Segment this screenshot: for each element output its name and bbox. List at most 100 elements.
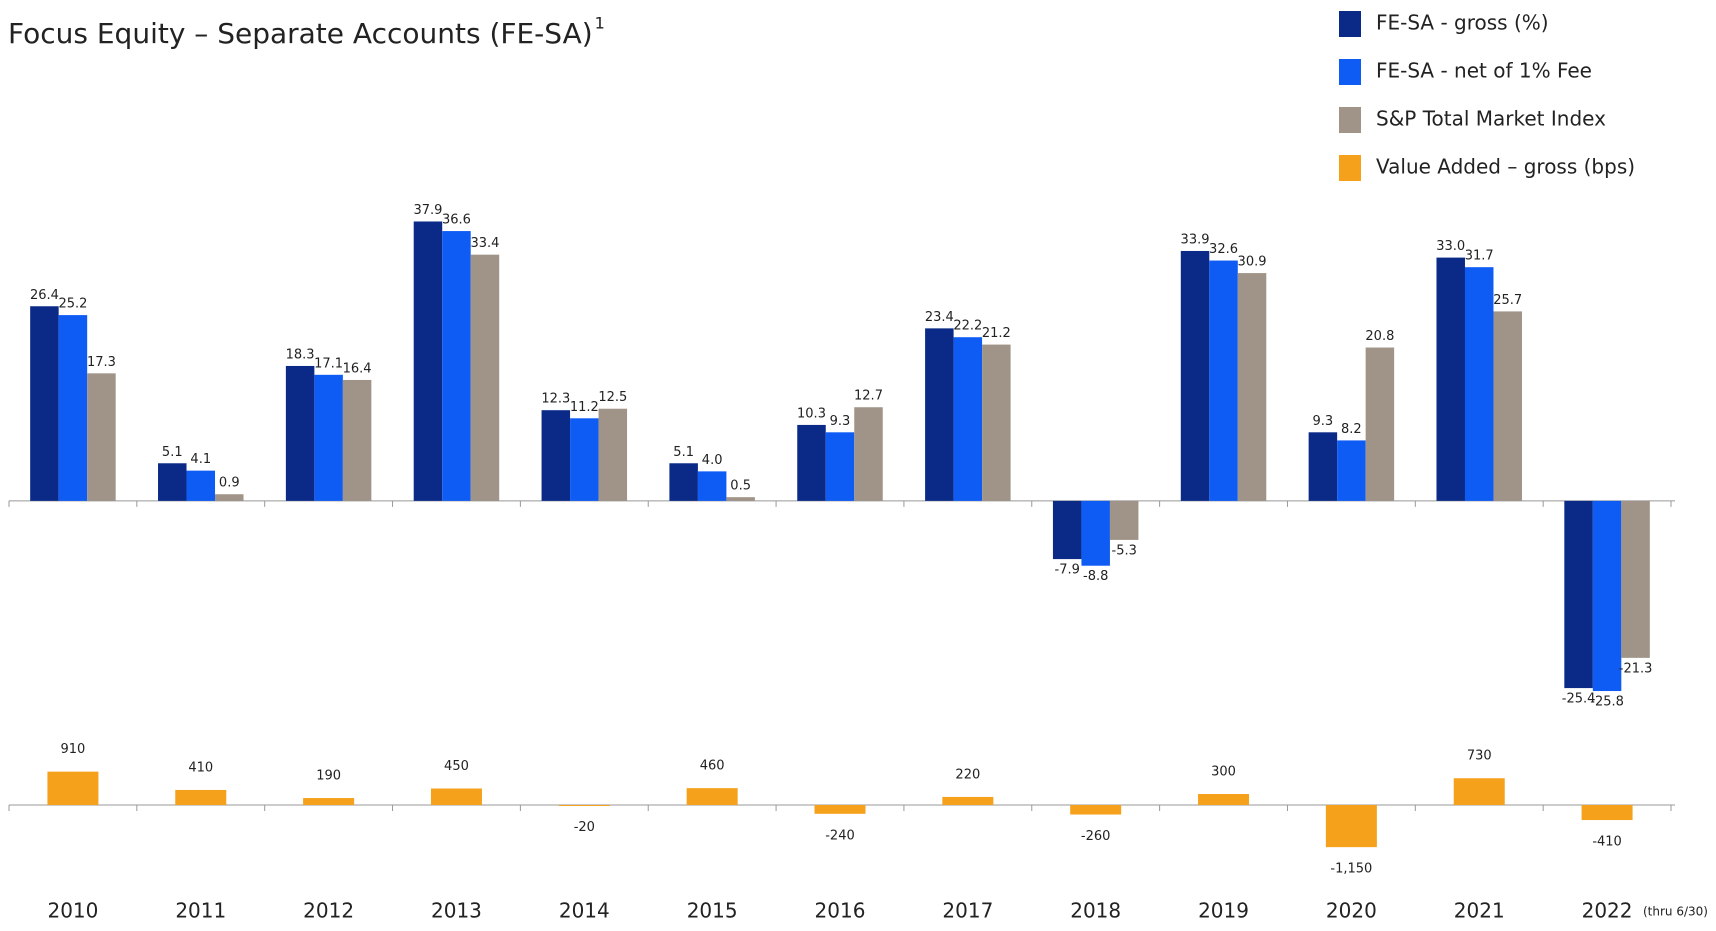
bar [158,463,187,501]
bar [1581,805,1633,821]
value-label: 25.7 [1493,293,1522,308]
x-tick-label: 2011 [175,899,226,923]
bar [1081,500,1110,566]
value-label: 8.2 [1341,422,1362,437]
value-label: 300 [1211,765,1236,780]
bar [598,408,628,501]
bar [1337,440,1366,501]
bar [686,788,738,805]
value-label: 36.6 [442,213,471,228]
bar [697,471,727,501]
value-label: 22.2 [953,319,982,334]
value-label: 20.8 [1365,329,1394,344]
value-label: 220 [955,767,980,782]
bar [1493,311,1522,501]
bar [1365,347,1395,501]
bar [1198,794,1250,805]
bar [1592,500,1622,692]
value-label: 17.1 [314,356,343,371]
x-tick-label: 2019 [1198,899,1249,923]
bar [814,805,866,814]
x-tick-label: 2022 [1582,899,1633,923]
value-label: 30.9 [1238,255,1267,270]
title-footnote-marker: 1 [595,14,605,33]
bar [47,771,99,805]
bar [925,328,954,501]
value-label: 23.4 [925,310,954,325]
bar [797,424,826,501]
legend-label: FE-SA - gross (%) [1376,11,1549,35]
bar [342,379,372,501]
value-label: -8.8 [1083,569,1108,584]
value-label: 25.2 [58,297,87,312]
value-label: 410 [188,760,213,775]
bar [669,463,698,501]
bar [825,432,855,501]
legend-swatch [1339,107,1361,133]
value-label: 32.6 [1209,242,1238,257]
bar [470,254,500,501]
bar [953,337,983,501]
value-label: 0.5 [730,479,751,494]
bar [942,796,994,805]
x-tick-label: 2021 [1454,899,1505,923]
x-tick-label: 2020 [1326,899,1377,923]
value-label: 5.1 [162,445,183,460]
bar [854,407,883,501]
x-tick-label: 2012 [303,899,354,923]
bar [558,805,610,806]
bar [1436,257,1465,501]
value-label: 17.3 [87,355,116,370]
value-label: 460 [700,759,725,774]
value-label: 9.3 [830,414,851,429]
value-label: 16.4 [343,361,372,376]
value-label: -5.3 [1112,543,1137,558]
x-tick-label: 2010 [47,899,98,923]
bar [1052,500,1082,560]
value-label: -20 [574,820,595,835]
legend-label: Value Added – gross (bps) [1376,155,1635,179]
value-label: -240 [825,828,855,843]
value-label: 190 [316,769,341,784]
value-label: 21.2 [982,326,1011,341]
bar [1621,500,1650,658]
legend-label: S&P Total Market Index [1376,107,1606,131]
value-label: 0.9 [219,476,240,491]
legend-swatch [1339,11,1361,37]
bar [303,798,355,805]
bar [186,470,216,501]
bar [1564,500,1593,689]
value-label: 4.0 [702,453,723,468]
value-label: 12.7 [854,389,883,404]
value-label: -410 [1592,835,1622,850]
bar [1209,260,1238,501]
bar [1308,432,1338,501]
value-label: 910 [61,742,86,757]
x-tick-label: 2015 [687,899,738,923]
value-label: -7.9 [1055,563,1080,578]
chart-title: Focus Equity – Separate Accounts (FE-SA) [8,17,593,50]
legend-label: FE-SA - net of 1% Fee [1376,59,1592,83]
legend-swatch [1339,59,1361,85]
bar [413,221,443,501]
bar [570,418,599,501]
bar [314,374,343,501]
bar [1464,267,1494,501]
value-label: -21.3 [1619,661,1653,676]
value-label: 450 [444,759,469,774]
bar [982,344,1011,501]
value-label: 12.5 [598,390,627,405]
value-label: -1,150 [1330,862,1372,877]
annotation: (thru 6/30) [1643,905,1708,919]
value-label: 11.2 [570,400,599,415]
x-tick-label: 2014 [559,899,610,923]
value-label: 31.7 [1465,249,1494,264]
bar [1180,250,1210,501]
bar [1453,778,1505,805]
bar [30,306,59,501]
legend-swatch [1339,155,1361,181]
value-label: 4.1 [190,452,211,467]
x-tick-label: 2013 [431,899,482,923]
value-label: -25.8 [1590,695,1624,710]
